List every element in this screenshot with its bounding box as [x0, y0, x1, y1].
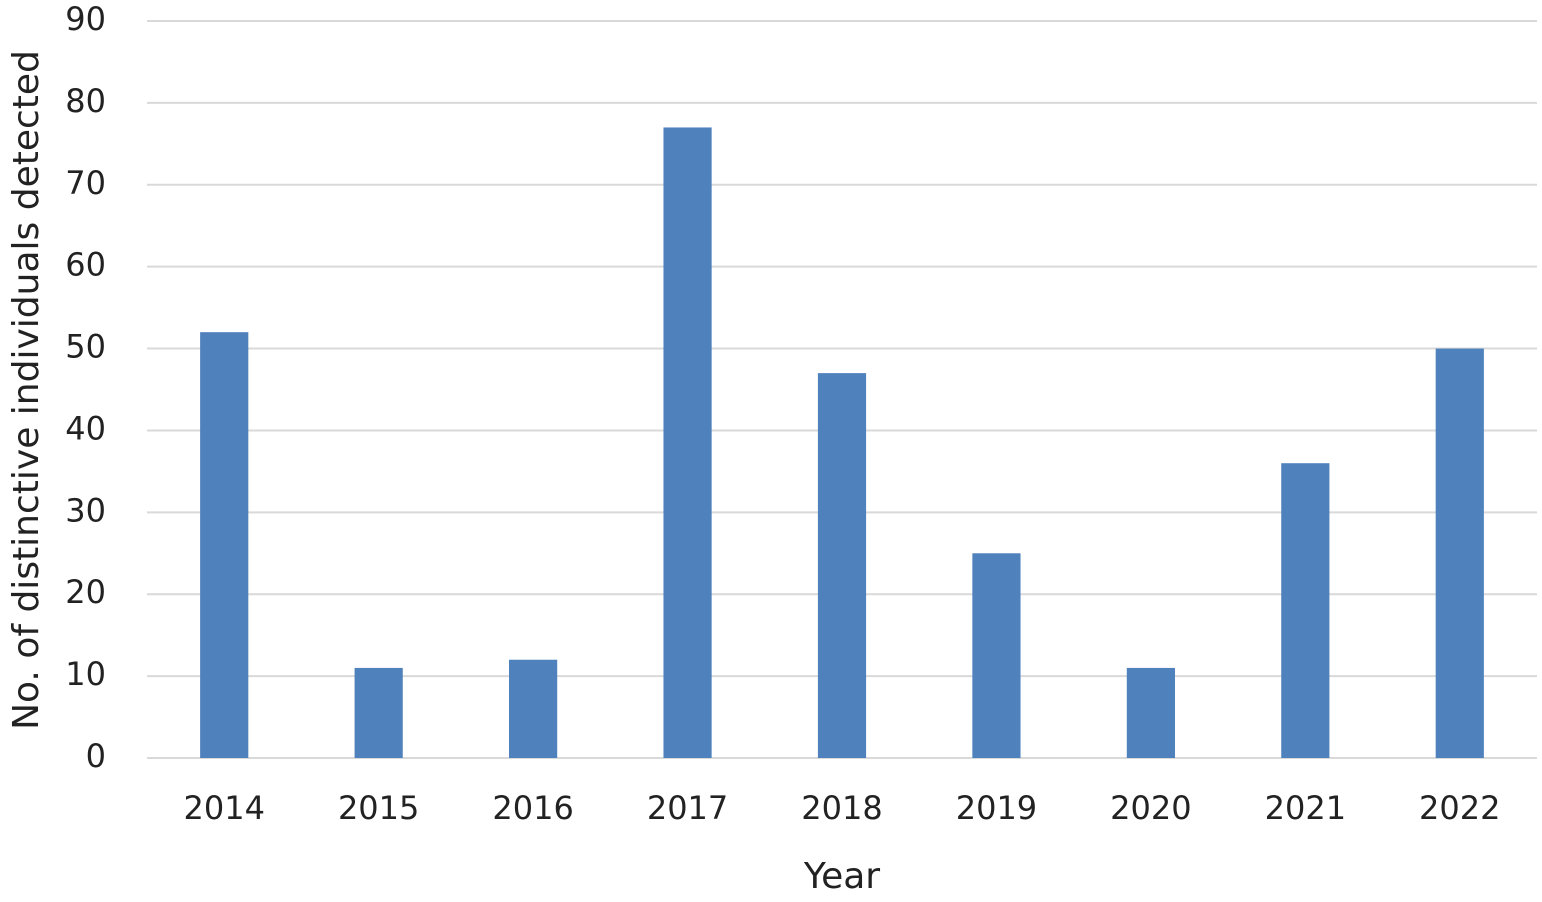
- x-tick-label: 2015: [338, 789, 419, 827]
- x-tick-label: 2022: [1419, 789, 1500, 827]
- x-axis-title: Year: [803, 856, 880, 897]
- y-tick-label: 80: [65, 82, 106, 120]
- x-tick-label: 2016: [492, 789, 573, 827]
- bar: [817, 373, 867, 758]
- y-tick-label: 60: [65, 246, 106, 284]
- y-tick-label: 90: [65, 0, 106, 38]
- bar: [972, 553, 1021, 758]
- y-tick-label: 50: [65, 328, 106, 366]
- y-axis-title: No. of distinctive individuals detected: [6, 50, 47, 730]
- x-tick-label: 2020: [1110, 789, 1191, 827]
- bar: [663, 127, 712, 758]
- x-tick-label: 2018: [801, 789, 882, 827]
- y-tick-label: 40: [65, 409, 106, 447]
- x-tick-label: 2019: [956, 789, 1037, 827]
- y-tick-label: 20: [65, 573, 106, 611]
- bar: [1435, 348, 1484, 758]
- bar: [1126, 667, 1175, 758]
- y-tick-label: 70: [65, 164, 106, 202]
- y-tick-label: 30: [65, 491, 106, 529]
- bar: [509, 659, 558, 758]
- x-tick-label: 2017: [647, 789, 728, 827]
- y-tick-label: 10: [65, 655, 106, 693]
- bar: [1281, 463, 1330, 758]
- bar: [354, 667, 403, 758]
- x-tick-label: 2021: [1265, 789, 1346, 827]
- y-tick-label: 0: [86, 737, 106, 775]
- bar: [200, 332, 249, 758]
- x-tick-label: 2014: [184, 789, 265, 827]
